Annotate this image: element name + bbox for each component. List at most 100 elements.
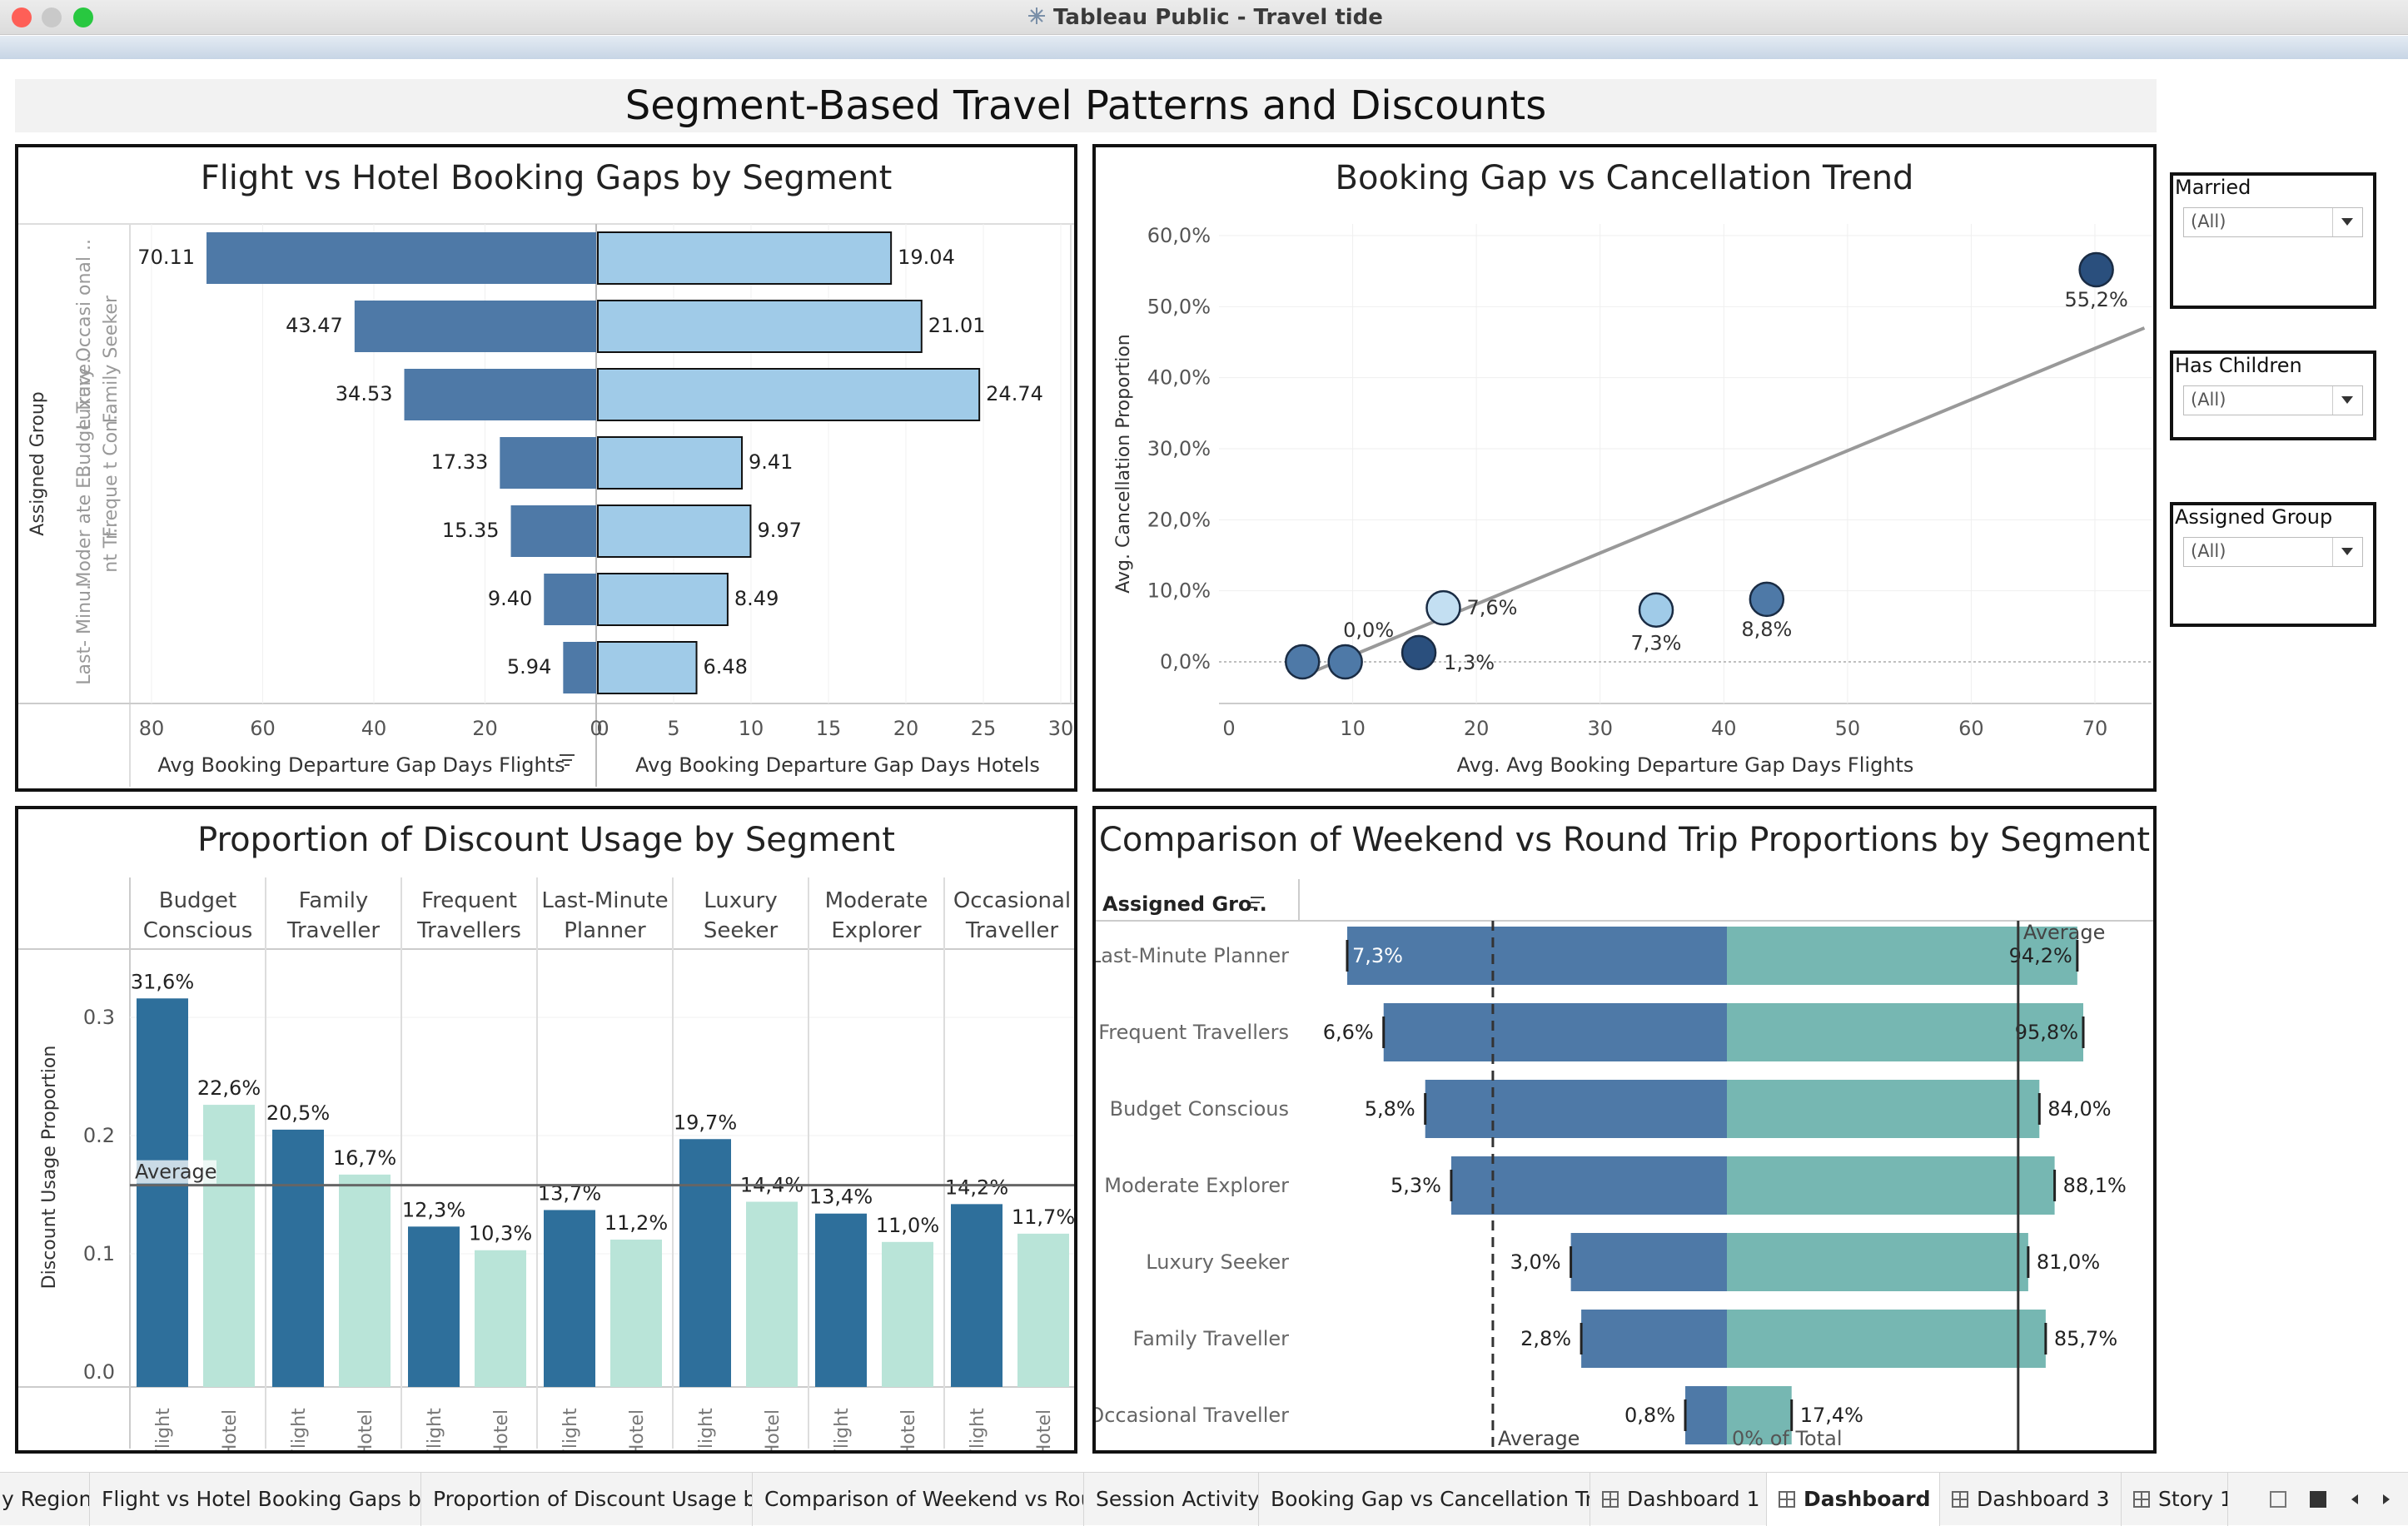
round-trip-bar [1727,1156,2055,1215]
weekend-label: 2,8% [1520,1327,1571,1350]
round-trip-bar [1727,1003,2083,1061]
weekend-vs-round-trip-chart[interactable]: Assigned Gro..Last-Minute Planner 7,3% 94,… [1096,809,2153,1450]
sheet-tab[interactable]: Proportion of Discount Usage by... [421,1473,753,1526]
sub-category-hotel: Hotel [627,1409,648,1450]
sub-category-flight: Flight [560,1408,581,1450]
weekend-average-label: Average [1498,1427,1580,1450]
hotel-gap-bar [597,641,698,694]
column-header-line1: Luxury [704,888,777,913]
assigned-group-select[interactable]: (All) [2183,537,2363,567]
x-axis-tick: 40 [1711,717,1737,740]
dashboard-title: Segment-Based Travel Patterns and Discou… [624,82,1547,129]
sub-category-hotel: Hotel [898,1409,919,1450]
hotel-discount-bar [610,1239,662,1387]
chevron-down-icon[interactable] [2332,386,2362,415]
discount-usage-chart[interactable]: 0.0 0.1 0.2 0.3 Discount Usage Proportion Bud… [18,809,1074,1450]
hotel-gap-label: 24.74 [986,382,1043,405]
sheet-tab[interactable]: Session Activity [1084,1473,1259,1526]
sheet-tab[interactable]: Comparison of Weekend vs Rou... [753,1473,1084,1526]
y-axis-title: Discount Usage Proportion [39,1046,60,1290]
flight-gap-label: 9.40 [488,587,532,610]
chevron-down-icon[interactable] [2332,538,2362,566]
round-trip-bar [1727,1080,2040,1138]
weekend-vs-round-trip-panel[interactable]: Comparison of Weekend vs Round Trip Prop… [1092,806,2157,1454]
flight-gap-bar [510,505,596,557]
flight-discount-bar [408,1226,460,1387]
flight-gap-label: 5.94 [507,655,551,678]
sheet-tab-label: Story 1 [2158,1487,2228,1511]
row-category-label: Frequent Travellers [1098,1021,1289,1044]
zoom-window-button[interactable] [73,7,93,27]
booking-gaps-panel[interactable]: Flight vs Hotel Booking Gaps by Segment … [15,144,1077,792]
column-header-line1: Family [299,888,369,913]
minimize-window-button[interactable] [42,7,62,27]
y-axis-tick: 0.0 [83,1360,115,1384]
sheet-tab[interactable]: Dashboard 2 [1767,1473,1940,1526]
sheet-tab[interactable]: Dashboard 3 [1940,1473,2122,1526]
weekend-bar [1570,1233,1727,1291]
flight-gap-bar [404,369,596,420]
dashboard-icon [1602,1491,1619,1508]
married-select[interactable]: (All) [2183,207,2363,237]
y-axis-tick: 60,0% [1147,224,1211,247]
y-axis-tick: 30,0% [1147,437,1211,460]
right-axis-tick: 15 [816,717,842,740]
film-strip-icon[interactable] [2310,1491,2326,1508]
booking-gaps-chart[interactable]: Assigned Group Luxury Occasi onal .. Famil… [18,147,1074,788]
y-axis-tick: 20,0% [1147,508,1211,531]
hotel-gap-label: 9.41 [749,450,793,474]
sheet-tab[interactable]: y Region [0,1473,90,1526]
tableau-app-icon [1028,7,1046,24]
scroll-right-icon[interactable] [2381,1491,2398,1508]
gap-vs-cancellation-title: Booking Gap vs Cancellation Trend [1335,159,1914,197]
has-children-select[interactable]: (All) [2183,385,2363,415]
close-window-button[interactable] [12,7,32,27]
sheet-tab[interactable]: Flight vs Hotel Booking Gaps by ... [90,1473,421,1526]
weekend-bar [1383,1003,1727,1061]
grid-view-icon[interactable] [2270,1491,2286,1508]
dashboard-icon [1952,1491,1968,1508]
married-filter-label: Married [2175,176,2251,199]
sheet-tab[interactable]: Dashboard 1 [1590,1473,1767,1526]
right-axis-tick: 20 [893,717,919,740]
gap-vs-cancellation-chart[interactable]: 0 10 20 30 40 50 60 70 0,0% 10,0% 20,0% 30,0% 40,0% 5… [1096,147,2153,788]
booking-gaps-title: Flight vs Hotel Booking Gaps by Segment [200,159,893,197]
flight-discount-label: 20,5% [266,1101,330,1125]
flight-gap-bar [544,574,596,625]
round-trip-label: 88,1% [2063,1174,2127,1197]
hotel-discount-label: 16,7% [333,1146,396,1170]
weekend-bar [1450,1156,1727,1215]
hotel-gap-label: 19.04 [898,246,955,269]
weekend-bar [1685,1386,1727,1444]
right-axis-tick: 5 [667,717,679,740]
assigned-group-filter[interactable]: Assigned Group (All) [2170,502,2376,627]
round-trip-bar [1727,1386,1792,1444]
round-trip-label: 85,7% [2054,1327,2117,1350]
hotel-discount-label: 11,0% [876,1214,939,1237]
flight-gap-bar [354,301,596,352]
scatter-point [1401,634,1437,671]
round-trip-label: 17,4% [1800,1404,1863,1427]
weekend-label: 7,3% [1352,944,1403,967]
left-axis-tick: 0 [590,717,602,740]
gap-vs-cancellation-panel[interactable]: Booking Gap vs Cancellation Trend 0 10 20 3… [1092,144,2157,792]
hotel-discount-bar [882,1241,933,1387]
y-axis-tick: 0.2 [83,1124,115,1147]
discount-usage-panel[interactable]: Proportion of Discount Usage by Segment … [15,806,1077,1454]
flight-discount-label: 12,3% [402,1198,465,1221]
scatter-point-label: 7,6% [1466,596,1517,619]
weekend-label: 5,8% [1365,1097,1415,1121]
sheet-tab-label: y Region [2,1487,90,1511]
married-filter[interactable]: Married (All) [2170,172,2376,309]
sheet-tab[interactable]: Story 1 [2122,1473,2228,1526]
chevron-down-icon[interactable] [2332,208,2362,236]
y-axis-title: Avg. Cancellation Proportion [1113,334,1134,594]
sheet-tab[interactable]: Booking Gap vs Cancellation Tre... [1259,1473,1590,1526]
left-axis-tick: 80 [139,717,165,740]
weekend-label: 0,8% [1624,1404,1675,1427]
has-children-filter[interactable]: Has Children (All) [2170,350,2376,440]
y-axis-tick: 50,0% [1147,295,1211,318]
scroll-left-icon[interactable] [2350,1491,2366,1508]
sheet-tab-label: Dashboard 1 [1627,1487,1760,1511]
flight-discount-bar [679,1139,731,1387]
